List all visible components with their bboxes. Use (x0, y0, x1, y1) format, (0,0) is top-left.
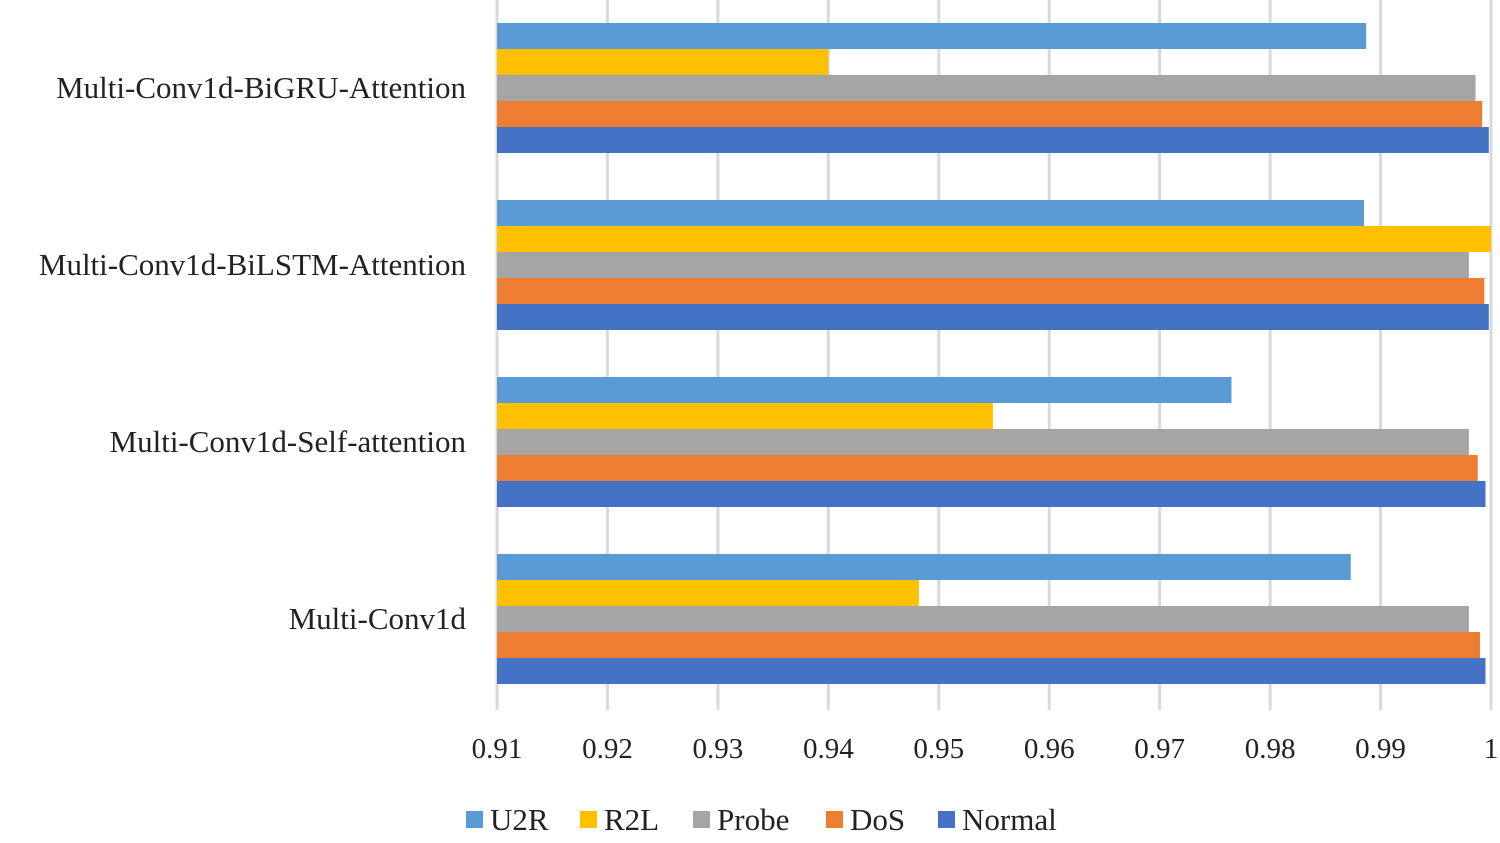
x-tick-label: 0.92 (582, 733, 633, 765)
legend-swatch-normal (938, 811, 955, 828)
bar-u2r (497, 554, 1351, 580)
bar-u2r (497, 377, 1232, 403)
bar-normal (497, 481, 1486, 507)
bar-normal (497, 304, 1489, 330)
x-tick-label: 0.98 (1245, 733, 1296, 765)
bar-probe (497, 606, 1469, 632)
bar-r2l (497, 403, 993, 429)
bar-probe (497, 75, 1476, 101)
legend-label: DoS (850, 802, 905, 837)
legend-label: U2R (490, 802, 549, 837)
bar-probe (497, 429, 1469, 455)
legend-label: R2L (604, 802, 659, 837)
legend-swatch-dos (826, 811, 843, 828)
bar-r2l (497, 49, 829, 75)
bar-dos (497, 455, 1478, 481)
bar-u2r (497, 200, 1364, 226)
y-category-label: Multi-Conv1d-BiGRU-Attention (56, 70, 466, 105)
legend-swatch-r2l (580, 811, 597, 828)
legend-swatch-u2r (466, 811, 483, 828)
bar-r2l (497, 226, 1491, 252)
x-tick-label: 1 (1484, 733, 1499, 765)
x-tick-label: 0.97 (1134, 733, 1185, 765)
x-tick-label: 0.95 (913, 733, 964, 765)
bar-r2l (497, 580, 919, 606)
y-category-label: Multi-Conv1d-BiLSTM-Attention (39, 247, 467, 282)
legend-swatch-probe (693, 811, 710, 828)
bar-dos (497, 101, 1483, 127)
bar-u2r (497, 23, 1367, 49)
y-category-label: Multi-Conv1d (289, 601, 467, 636)
x-tick-label: 0.96 (1024, 733, 1075, 765)
bar-dos (497, 278, 1485, 304)
bar-dos (497, 632, 1480, 658)
bar-normal (497, 658, 1486, 684)
x-tick-label: 0.94 (803, 733, 854, 765)
bar-normal (497, 127, 1489, 153)
x-tick-label: 0.93 (693, 733, 744, 765)
x-tick-label: 0.91 (472, 733, 523, 765)
x-tick-label: 0.99 (1355, 733, 1406, 765)
legend-label: Probe (717, 802, 789, 837)
legend-label: Normal (962, 802, 1057, 837)
bar-probe (497, 252, 1469, 278)
y-category-label: Multi-Conv1d-Self-attention (110, 424, 467, 459)
